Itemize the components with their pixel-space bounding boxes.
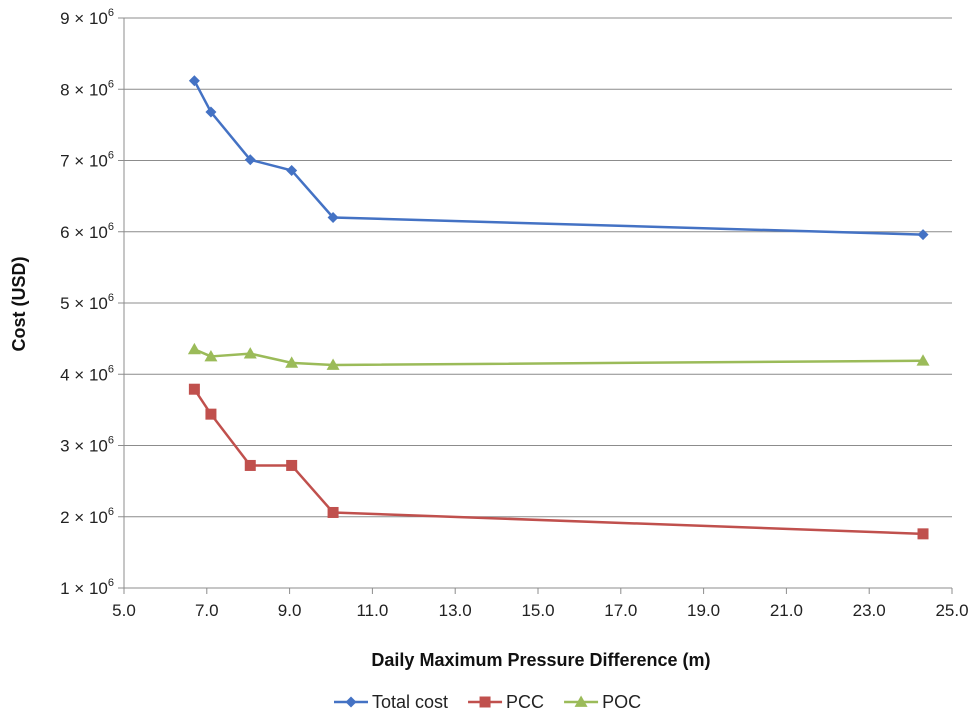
data-point — [327, 212, 339, 223]
data-point — [244, 154, 256, 166]
data-point — [243, 347, 257, 359]
y-tick-label: 9 × 106 — [60, 7, 114, 28]
legend: Total cost PCC POC — [334, 692, 641, 712]
axes — [123, 18, 953, 594]
legend-label: PCC — [506, 692, 544, 712]
x-tick-label: 11.0 — [356, 601, 388, 620]
y-tick-label: 1 × 106 — [60, 577, 114, 598]
data-point — [188, 383, 200, 395]
y-tick-label: 8 × 106 — [60, 78, 114, 99]
y-tick-label: 6 × 106 — [60, 221, 114, 242]
data-point — [917, 229, 929, 241]
x-tick-label: 17.0 — [604, 601, 637, 620]
series-poc — [187, 342, 930, 370]
data-point — [326, 358, 340, 370]
data-point — [479, 696, 491, 708]
data-point — [345, 696, 357, 708]
y-tick-label: 4 × 106 — [60, 363, 114, 384]
x-tick-label: 23.0 — [853, 601, 886, 620]
data-point — [916, 354, 930, 366]
data-point — [187, 342, 201, 355]
data-point — [286, 164, 298, 176]
data-point — [205, 106, 217, 118]
data-point — [204, 349, 218, 362]
x-tick-label: 15.0 — [521, 601, 554, 620]
data-point — [286, 459, 298, 471]
series-group — [187, 75, 930, 540]
series-line — [193, 388, 924, 536]
y-tick-label: 2 × 106 — [60, 506, 114, 527]
data-point — [205, 408, 217, 420]
data-point — [917, 528, 929, 540]
y-axis-title: Cost (USD) — [9, 257, 29, 352]
legend-item: PCC — [468, 692, 544, 712]
x-tick-label: 9.0 — [278, 601, 302, 620]
legend-item: Total cost — [334, 692, 448, 712]
data-point — [285, 356, 299, 368]
legend-label: POC — [602, 692, 641, 712]
data-point — [188, 75, 200, 87]
series-pcc — [188, 383, 929, 540]
data-point — [327, 506, 339, 518]
data-point — [574, 695, 588, 707]
series-total-cost — [188, 75, 929, 241]
x-tick-label: 5.0 — [112, 601, 136, 620]
x-tick-label: 13.0 — [439, 601, 472, 620]
y-tick-label: 3 × 106 — [60, 435, 114, 456]
y-tick-label: 5 × 106 — [60, 292, 114, 313]
x-tick-labels: 5.0 7.0 9.0 11.0 13.0 15.0 17.0 19.0 21.0 23.0 25.… — [112, 601, 968, 620]
y-tick-labels: 1 × 106 2 × 106 3 × 106 4 × 106 5 × 106 6 × 1… — [60, 7, 114, 598]
x-axis-title: Daily Maximum Pressure Difference (m) — [371, 650, 710, 670]
y-tick-label: 7 × 106 — [60, 150, 114, 171]
series-line — [193, 80, 924, 236]
data-point — [244, 459, 256, 471]
x-tick-label: 19.0 — [687, 601, 720, 620]
x-tick-label: 7.0 — [195, 601, 219, 620]
x-tick-label: 25.0 — [935, 601, 968, 620]
legend-label: Total cost — [372, 692, 448, 712]
legend-item: POC — [564, 692, 641, 712]
gridlines — [118, 17, 952, 589]
series-line — [193, 348, 924, 367]
x-tick-label: 21.0 — [770, 601, 803, 620]
